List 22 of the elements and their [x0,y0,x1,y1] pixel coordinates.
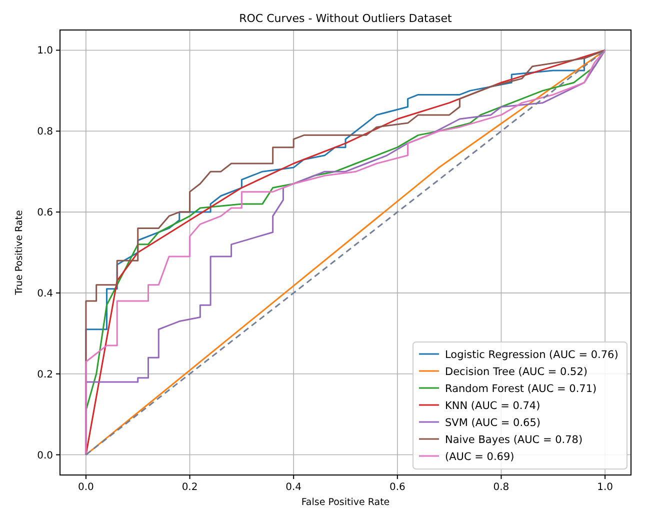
legend-label: Decision Tree (AUC = 0.52) [445,366,588,378]
y-tick-label: 0.8 [37,126,53,138]
legend-label: Naive Bayes (AUC = 0.78) [445,434,583,446]
x-tick-label: 0.4 [286,482,302,493]
y-axis-title: True Positive Rate [14,210,25,296]
y-tick-label: 0.6 [37,208,53,219]
y-tick-label: 0.0 [37,450,53,462]
legend-label: (AUC = 0.69) [445,451,514,463]
legend-label: KNN (AUC = 0.74) [445,400,540,412]
x-tick-label: 1.0 [597,482,613,493]
legend-label: Random Forest (AUC = 0.71) [445,383,597,395]
y-tick-label: 1.0 [37,46,53,57]
x-tick-label: 0.8 [493,482,510,493]
legend-label: SVM (AUC = 0.65) [445,417,540,429]
x-tick-label: 0.6 [389,482,406,493]
chart-title: ROC Curves - Without Outliers Dataset [239,12,453,25]
legend-label: Logistic Regression (AUC = 0.76) [445,349,618,361]
x-axis-title: False Positive Rate [301,497,390,508]
x-tick-label: 0.2 [182,482,198,493]
y-tick-label: 0.4 [37,288,53,300]
y-tick-label: 0.2 [37,369,53,380]
x-tick-label: 0.0 [78,482,94,493]
